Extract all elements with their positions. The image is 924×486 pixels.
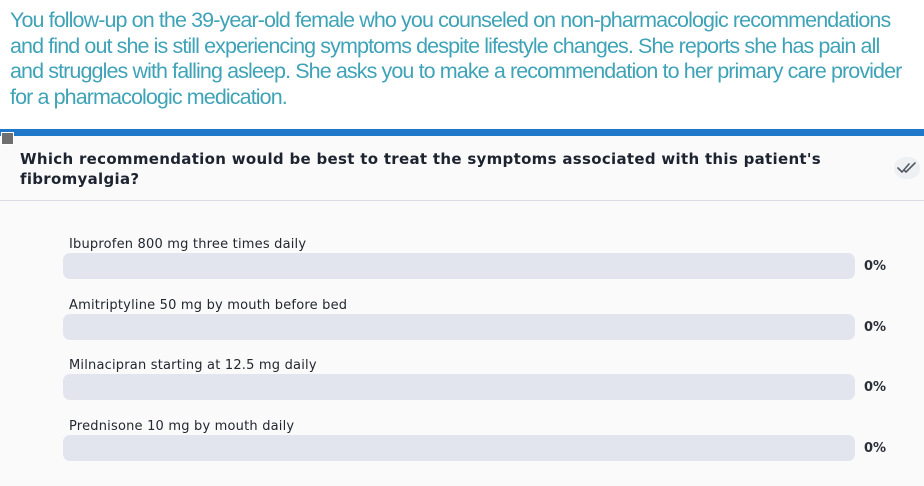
check-icon-glyph (897, 162, 916, 173)
option-label: Milnacipran starting at 12.5 mg daily (69, 358, 317, 373)
option-label: Prednisone 10 mg by mouth daily (69, 419, 295, 434)
poll-panel: Which recommendation would be best to tr… (0, 129, 924, 486)
poll-option[interactable]: Milnacipran starting at 12.5 mg daily 0% (0, 358, 924, 414)
option-percent: 0% (864, 320, 887, 335)
option-label: Amitriptyline 50 mg by mouth before bed (69, 298, 348, 313)
option-percent: 0% (864, 380, 887, 395)
poll-option[interactable]: Amitriptyline 50 mg by mouth before bed … (0, 298, 924, 354)
slide-corner-marker (1, 132, 14, 145)
option-percent: 0% (864, 259, 887, 274)
scenario-text: You follow-up on the 39-year-old female … (10, 8, 902, 109)
option-result-bar (63, 253, 855, 279)
poll-header: Which recommendation would be best to tr… (0, 136, 924, 201)
option-result-bar (63, 435, 855, 461)
option-result-bar (63, 374, 855, 400)
check-icon[interactable] (894, 157, 920, 179)
poll-option[interactable]: Ibuprofen 800 mg three times daily 0% (0, 237, 924, 293)
option-label: Ibuprofen 800 mg three times daily (69, 237, 307, 252)
poll-question: Which recommendation would be best to tr… (20, 150, 822, 188)
option-percent: 0% (864, 441, 887, 456)
option-result-bar (63, 314, 855, 340)
poll-option[interactable]: Prednisone 10 mg by mouth daily 0% (0, 419, 924, 475)
